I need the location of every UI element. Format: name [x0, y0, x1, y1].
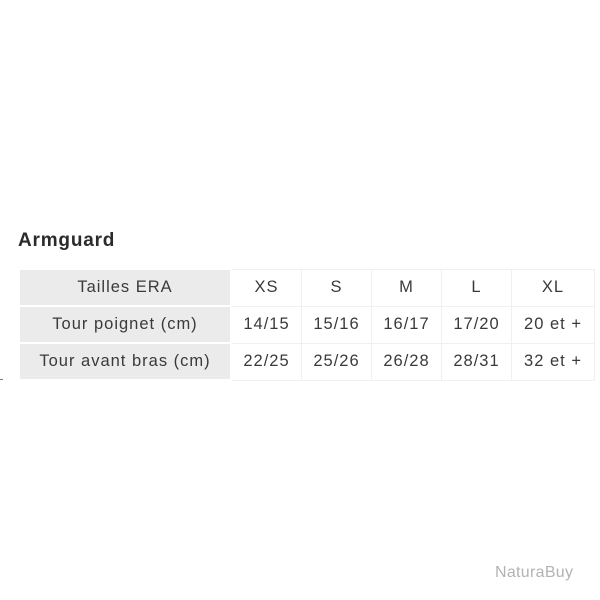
table-cell: L	[441, 268, 512, 307]
table-cell: 17/20	[441, 305, 512, 344]
table-cell: XS	[230, 268, 302, 307]
table-cell: 28/31	[441, 342, 512, 381]
table-row: Tailles ERA XS S M L XL	[18, 268, 595, 307]
watermark-logo: NaturaBuy	[495, 564, 574, 581]
table-cell: 16/17	[371, 305, 442, 344]
table-cell: 32 et +	[511, 342, 595, 381]
table-row: Tour avant bras (cm) 22/25 25/26 26/28 2…	[18, 342, 595, 381]
section-title: Armguard	[18, 230, 116, 251]
table-cell: M	[371, 268, 442, 307]
table-cell: 22/25	[230, 342, 302, 381]
row-header: Tailles ERA	[18, 268, 232, 307]
table-cell: S	[301, 268, 372, 307]
table-cell: 15/16	[301, 305, 372, 344]
table-cell: 14/15	[230, 305, 302, 344]
row-header: Tour poignet (cm)	[18, 305, 232, 344]
stray-mark	[0, 379, 3, 380]
size-table: Tailles ERA XS S M L XL Tour poignet (cm…	[18, 268, 595, 381]
table-row: Tour poignet (cm) 14/15 15/16 16/17 17/2…	[18, 305, 595, 344]
table-cell: XL	[511, 268, 595, 307]
table-cell: 25/26	[301, 342, 372, 381]
row-header: Tour avant bras (cm)	[18, 342, 232, 381]
table-cell: 20 et +	[511, 305, 595, 344]
table-cell: 26/28	[371, 342, 442, 381]
